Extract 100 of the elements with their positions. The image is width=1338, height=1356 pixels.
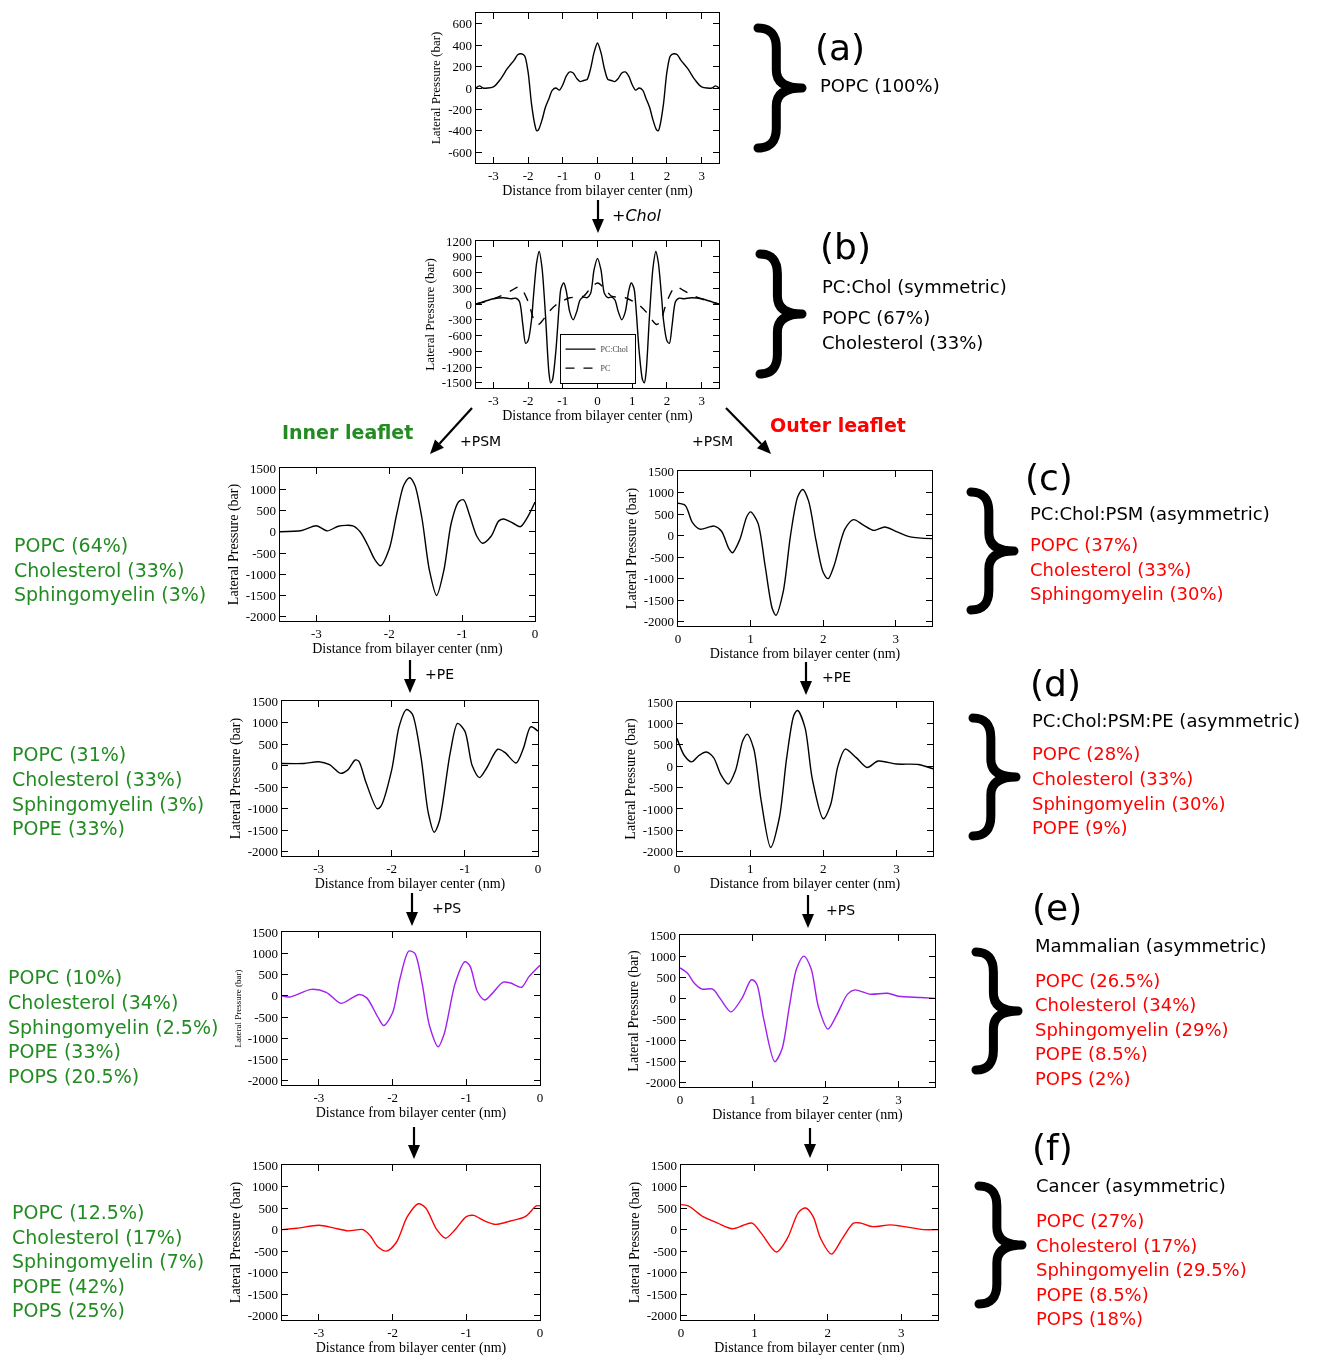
y-tick-label: -900 [448,343,473,359]
x-axis-title: Distance from bilayer center (nm) [312,640,504,657]
y-tick-label: 1500 [648,463,675,479]
y-axis-title: Lateral Pressure (bar) [428,31,444,145]
y-tick-label: 1000 [250,481,277,497]
x-tick-label: 0 [536,1324,544,1340]
y-tick-label: 1000 [648,485,675,501]
y-axis-title: Lateral Pressure (bar) [623,487,640,610]
x-tick-label: 0 [531,625,539,641]
text: Cholesterol (33%) [1032,768,1194,789]
x-axis-title: Distance from bilayer center (nm) [709,875,901,892]
text: POPC (28%) [1032,743,1141,764]
text: Sphingomyelin (3%) [12,792,205,815]
x-axis-title: Distance from bilayer center (nm) [714,1339,906,1356]
x-tick-label: -1 [459,860,471,876]
text: Sphingomyelin (30%) [1032,793,1226,814]
x-tick-label: 0 [534,860,542,876]
y-tick-label: -2000 [247,844,279,860]
y-tick-label: 200 [452,59,473,75]
y-tick-label: 0 [465,296,473,312]
x-tick-label: 2 [663,167,671,183]
y-tick-label: -1500 [642,822,674,838]
x-axis-title: Distance from bilayer center (nm) [502,407,694,424]
text: Cholesterol (17%) [12,1225,183,1248]
text: Mammalian (asymmetric) [1035,935,1267,956]
y-tick-label: -1200 [441,359,473,375]
text: Cholesterol (34%) [8,990,179,1013]
x-tick-label: 1 [628,167,636,183]
y-tick-label: -1000 [247,801,279,817]
text: POPC (100%) [820,75,940,96]
text: (b) [820,226,871,267]
text: POPC (26.5%) [1035,970,1161,991]
y-tick-label: -2000 [642,844,674,860]
text: POPS (2%) [1035,1068,1131,1089]
x-tick-label: 2 [819,630,827,646]
y-tick-label: -400 [448,123,473,139]
y-tick-label: -1500 [247,1286,279,1302]
y-tick-label: -500 [650,549,675,565]
y-axis-title: Lateral Pressure (bar) [626,1181,643,1304]
y-tick-label: 500 [654,506,675,522]
y-tick-label: -1500 [645,1054,677,1070]
text: POPC (12.5%) [12,1200,145,1223]
text: Cholesterol (34%) [1035,994,1197,1015]
text: POPS (25%) [12,1298,126,1321]
y-tick-label: 0 [669,990,677,1006]
text: Sphingomyelin (29%) [1035,1019,1229,1040]
text: Cancer (asymmetric) [1036,1175,1226,1196]
y-axis-title: Lateral Pressure (bar) [622,718,639,840]
text: Sphingomyelin (3%) [14,582,207,605]
x-tick-label: -2 [386,860,398,876]
y-tick-label: -200 [448,101,473,117]
text: (a) [815,27,866,68]
text: Cholesterol (33%) [1030,559,1192,580]
x-tick-label: 1 [747,630,754,646]
x-tick-label: 3 [898,1324,905,1340]
y-axis-title: Lateral Pressure (bar) [233,969,244,1048]
text: Inner leaflet [282,420,414,443]
y-axis-title: Lateral Pressure (bar) [225,483,242,606]
y-tick-label: 1000 [650,948,677,964]
x-tick-label: 2 [824,1324,832,1340]
y-axis-title: Lateral Pressure (bar) [227,1181,244,1304]
text: +Chol [612,206,661,225]
y-tick-label: -2000 [645,1075,677,1091]
x-axis-title: Distance from bilayer center (nm) [315,1339,507,1356]
x-tick-label: 3 [698,167,705,183]
x-tick-label: 0 [536,1089,544,1105]
y-tick-label: -1000 [247,1265,279,1281]
y-tick-label: 300 [452,280,473,296]
text: POPC (31%) [12,742,127,765]
y-tick-label: -1000 [643,571,675,587]
text: +PE [822,669,852,685]
y-axis-title: Lateral Pressure (bar) [227,717,244,840]
x-tick-label: -2 [522,167,534,183]
x-tick-label: 3 [698,392,705,408]
y-tick-label: 1500 [252,693,279,709]
legend-label: PC [600,364,611,374]
x-tick-label: -3 [487,392,499,408]
x-tick-label: -3 [313,860,324,876]
y-tick-label: -1500 [245,588,277,604]
x-tick-label: -2 [387,1324,398,1340]
x-tick-label: -3 [487,167,499,183]
x-axis-title: Distance from bilayer center (nm) [314,875,506,892]
y-tick-label: 0 [271,758,279,774]
text: Sphingomyelin (7%) [12,1249,205,1272]
text: POPE (42%) [12,1274,125,1297]
y-tick-label: 0 [271,1222,279,1238]
x-tick-label: -3 [313,1089,325,1105]
y-tick-label: 500 [656,969,677,985]
y-tick-label: 900 [452,249,473,265]
y-tick-label: -2000 [247,1308,279,1324]
x-axis-title: Distance from bilayer center (nm) [315,1104,507,1121]
x-tick-label: 2 [822,1091,829,1107]
y-tick-label: -500 [254,779,279,795]
y-tick-label: -1500 [646,1286,678,1302]
y-tick-label: 1000 [252,715,279,731]
x-tick-label: 3 [895,1091,902,1107]
x-tick-label: -3 [311,625,322,641]
x-tick-label: 0 [594,167,601,183]
y-tick-label: 0 [271,988,279,1004]
y-tick-label: -500 [254,1009,279,1025]
